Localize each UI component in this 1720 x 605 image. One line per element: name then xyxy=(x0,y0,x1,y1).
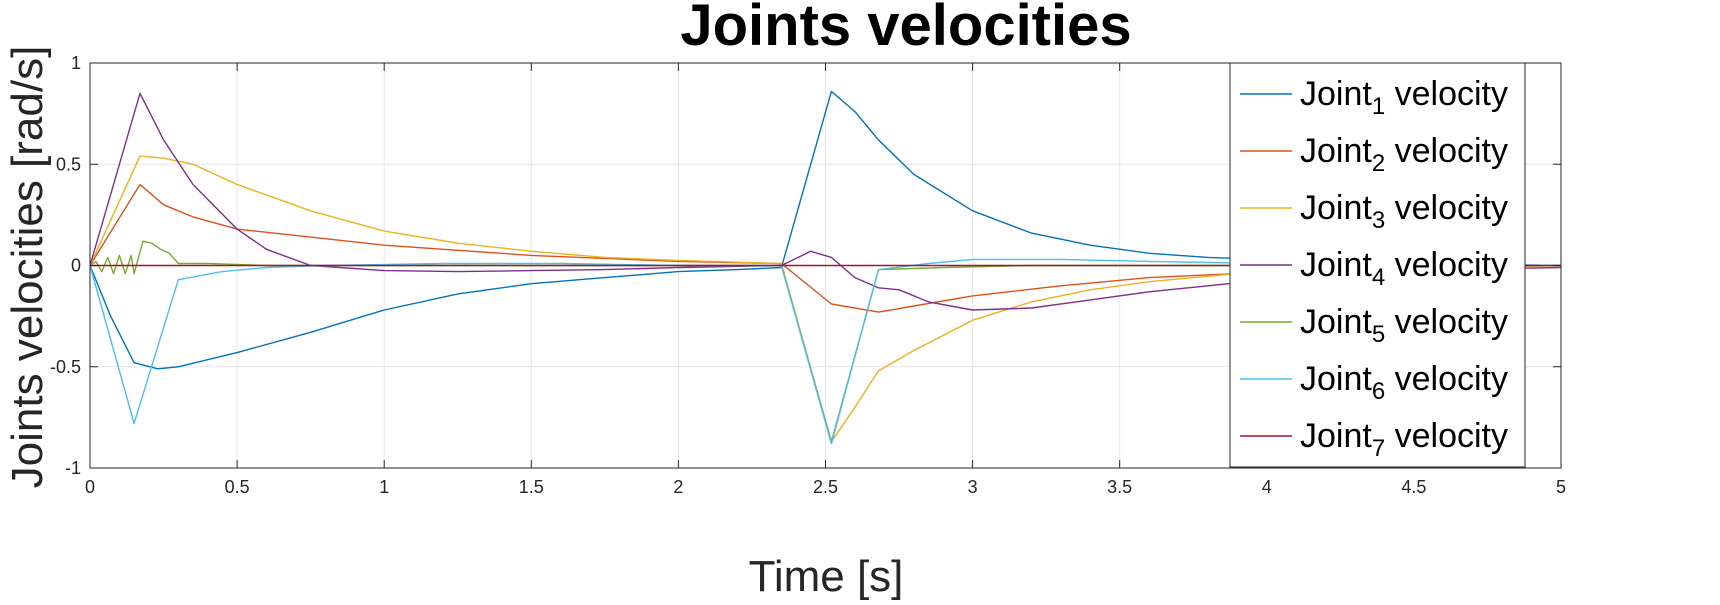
legend-label-joint-3: Joint3 velocity xyxy=(1300,189,1508,234)
x-tick-label: 4 xyxy=(1262,477,1272,497)
y-tick-label: -0.5 xyxy=(50,357,81,377)
chart-title: Joints velocities xyxy=(680,0,1131,58)
x-tick-label: 3.5 xyxy=(1107,477,1132,497)
legend-label-joint-1: Joint1 velocity xyxy=(1300,75,1508,120)
x-axis-label: Time [s] xyxy=(749,552,904,601)
x-tick-label: 3 xyxy=(968,477,978,497)
series-line-joint-1 xyxy=(89,90,1562,370)
legend-label-joint-4: Joint4 velocity xyxy=(1300,246,1508,291)
legend-label-joint-5: Joint5 velocity xyxy=(1300,303,1508,348)
legend-label-joint-6: Joint6 velocity xyxy=(1300,360,1508,405)
x-tick-label: 5 xyxy=(1556,477,1566,497)
y-tick-label: 0.5 xyxy=(56,154,81,174)
legend-label-joint-7: Joint7 velocity xyxy=(1300,417,1508,462)
series-line-joint-4 xyxy=(89,92,1562,311)
x-tick-label: 1 xyxy=(379,477,389,497)
y-tick-label: 1 xyxy=(71,53,81,73)
legend-label-joint-2: Joint2 velocity xyxy=(1300,132,1508,177)
x-tick-label: 2.5 xyxy=(813,477,838,497)
y-tick-label: -1 xyxy=(65,458,81,478)
x-tick-label: 1.5 xyxy=(519,477,544,497)
legend: Joint1 velocity Joint2 velocity Joint3 vel… xyxy=(1229,62,1526,468)
y-tick-label: 0 xyxy=(71,256,81,276)
x-tick-label: 0.5 xyxy=(225,477,250,497)
x-tick-label: 4.5 xyxy=(1401,477,1426,497)
x-tick-label: 2 xyxy=(673,477,683,497)
x-tick-label: 0 xyxy=(85,477,95,497)
y-axis-label: Joints velocities [rad/s] xyxy=(3,46,52,489)
